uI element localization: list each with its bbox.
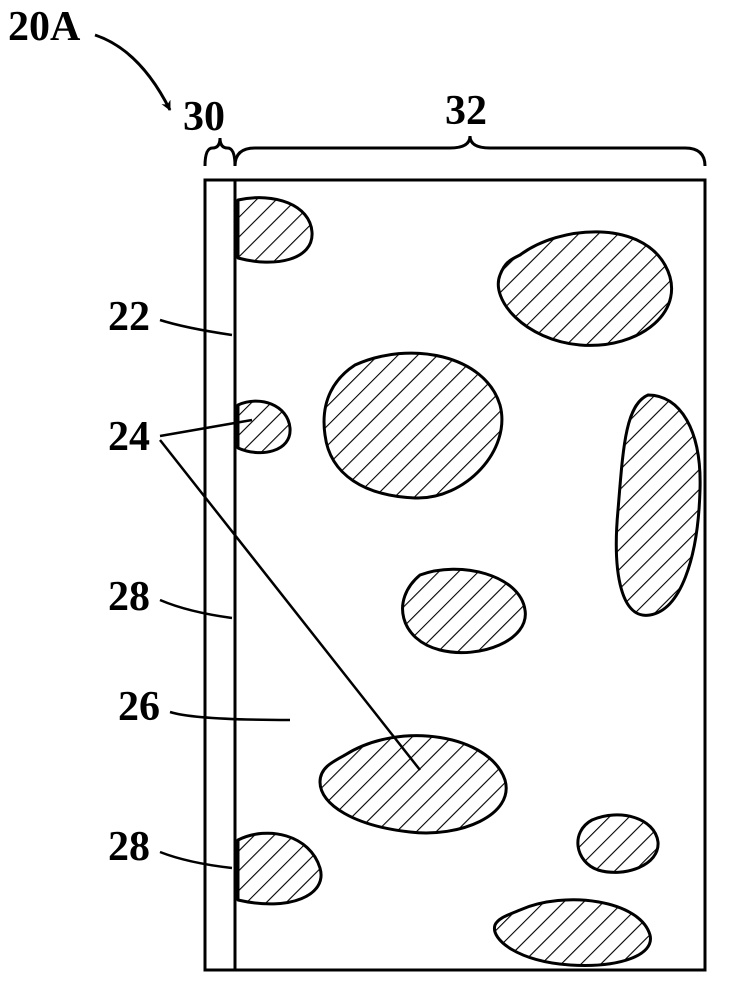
label-22: 22 — [108, 294, 150, 340]
blob-right-long — [616, 395, 700, 615]
blob-mid-small — [403, 569, 526, 652]
label-28b: 28 — [108, 824, 150, 870]
blob-ml-small — [238, 401, 290, 452]
figure-arrow — [95, 35, 170, 110]
blob-center — [324, 353, 502, 498]
label-30: 30 — [183, 94, 225, 140]
label-24: 24 — [108, 414, 150, 460]
label-26: 26 — [118, 684, 160, 730]
blob-sm-br — [578, 815, 658, 872]
brace — [205, 138, 235, 166]
blob-tr — [498, 232, 671, 346]
phase-24-group — [238, 198, 700, 966]
label-28b-leader — [160, 852, 232, 868]
brace — [235, 136, 705, 166]
blob-bot-r — [494, 900, 650, 966]
label-26-leader — [170, 712, 290, 720]
figure-label-20a: 20A — [8, 4, 81, 50]
blob-foot — [320, 736, 506, 833]
label-32: 32 — [445, 88, 487, 134]
blob-bl-edge — [238, 833, 321, 904]
blob-top-edge — [238, 198, 312, 262]
label-22-leader — [160, 320, 232, 335]
label-28a: 28 — [108, 574, 150, 620]
label-28a-leader — [160, 600, 232, 618]
